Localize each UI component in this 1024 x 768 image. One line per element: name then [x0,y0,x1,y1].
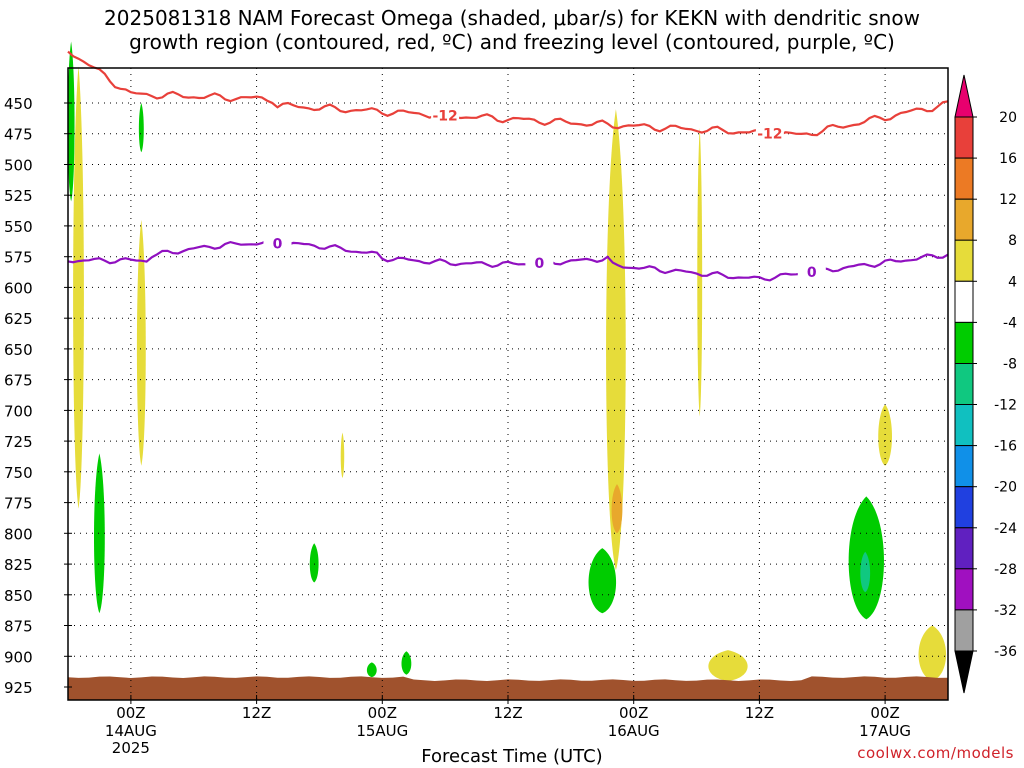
contour-label-red-0-bg [431,107,460,124]
colorbar-label: 8 [1008,233,1017,249]
x-tick-label: 12Z [745,704,774,722]
colorbar-swatch-7 [954,404,974,447]
y-tick-label: 825 [4,556,33,574]
omega-region-8 [401,651,412,675]
colorbar-label: -16 [994,439,1017,455]
colorbar-bottom-arrow [954,650,974,694]
y-tick-label: 875 [4,618,33,636]
colorbar-label: -32 [994,603,1017,619]
omega-region-13 [708,650,748,681]
omega-region-11 [611,484,623,534]
x-axis-label: Forecast Time (UTC) [421,746,603,767]
y-tick-label: 650 [4,341,33,359]
y-tick-label: 925 [4,679,33,697]
x-tick-label: 00Z [870,704,899,722]
y-tick-label: 475 [4,126,33,144]
colorbar-label: 20 [999,110,1017,126]
contour-label-red-0: -12 [432,108,457,124]
colorbar-label: -4 [1003,315,1017,331]
colorbar-swatch-6 [954,363,974,406]
omega-region-2 [136,219,146,466]
contour-label-red-1: -12 [757,126,782,142]
omega-region-3 [138,103,144,153]
x-tick-label: 12Z [242,704,271,722]
terrain-band [68,676,948,700]
colorbar-label: -24 [994,521,1017,537]
colorbar-swatch-0 [954,116,974,159]
contour-minus12 [67,50,949,139]
colorbar-label: -20 [994,480,1017,496]
omega-region-9 [588,548,617,614]
colorbar-swatch-4 [954,280,974,323]
y-tick-label: 500 [4,157,33,175]
contour-label-purple-0-bg [263,235,292,252]
contour-label-purple-1: 0 [535,256,545,272]
y-tick-label: 700 [4,402,33,420]
y-tick-label: 775 [4,495,33,513]
colorbar-swatch-8 [954,445,974,488]
colorbar-label: -8 [1003,357,1017,373]
credit-text: coolwx.com/models [857,744,1014,762]
x-tick-sublabel: 14AUG [105,722,157,740]
x-tick-label: 12Z [493,704,522,722]
omega-region-12 [697,127,703,417]
y-tick-label: 850 [4,587,33,605]
colorbar-swatch-2 [954,198,974,241]
y-tick-label: 450 [4,95,33,113]
y-tick-label: 575 [4,249,33,267]
colorbar-label: 4 [1008,274,1017,290]
y-tick-label: 750 [4,464,33,482]
colorbar-swatch-12 [954,609,974,652]
omega-region-17 [918,625,947,681]
contour-label-purple-2-bg [797,264,826,281]
colorbar-swatch-9 [954,486,974,529]
contour-label-purple-2: 0 [807,265,817,281]
contour-label-purple-1-bg [525,255,554,272]
omega-region-1 [67,41,75,202]
x-tick-sublabel: 2025 [112,739,150,757]
y-tick-label: 550 [4,218,33,236]
y-tick-label: 725 [4,433,33,451]
omega-region-7 [366,662,377,678]
x-tick-sublabel: 17AUG [859,722,911,740]
colorbar-swatch-10 [954,527,974,570]
colorbar: 20 16 12 8 4 -4 -8 -12 -16 -20 -24 -28 -32 -36 [954,74,1017,694]
colorbar-label: -28 [994,562,1017,578]
colorbar-label: -36 [994,644,1017,660]
colorbar-swatch-11 [954,568,974,611]
y-tick-label: 900 [4,648,33,666]
x-tick-sublabel: 15AUG [356,722,408,740]
x-tick-sublabel: 16AUG [608,722,660,740]
omega-shading [67,41,947,681]
y-tick-label: 600 [4,279,33,297]
colorbar-swatch-5 [954,321,974,364]
omega-region-6 [309,543,319,583]
contour-label-purple-0: 0 [273,236,283,252]
colorbar-label: -12 [994,398,1017,414]
colorbar-label: 12 [999,192,1017,208]
colorbar-label: 16 [999,151,1017,167]
colorbar-swatch-3 [954,239,974,282]
plot-area [68,68,948,700]
omega-region-0 [73,66,84,509]
omega-region-15 [860,551,871,593]
colorbar-swatch-1 [954,157,974,200]
y-tick-label: 800 [4,525,33,543]
contour-label-red-1-bg [755,125,784,142]
y-tick-label: 525 [4,187,33,205]
y-tick-label: 675 [4,372,33,390]
x-tick-label: 00Z [619,704,648,722]
y-tick-label: 625 [4,310,33,328]
omega-region-5 [340,432,345,478]
omega-region-4 [93,453,105,614]
omega-region-10 [606,109,626,571]
x-tick-label: 00Z [116,704,145,722]
chart-title: 2025081318 NAM Forecast Omega (shaded, μ… [104,6,920,54]
x-tick-label: 00Z [368,704,397,722]
colorbar-top-arrow [954,74,974,118]
